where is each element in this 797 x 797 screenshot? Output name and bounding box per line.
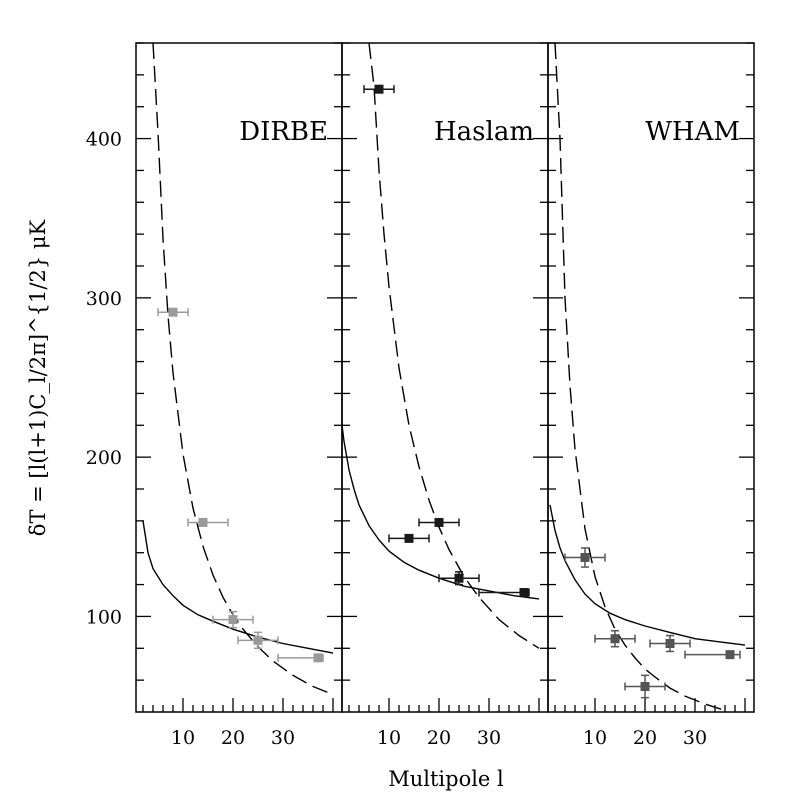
data-marker bbox=[580, 552, 590, 562]
data-marker bbox=[610, 634, 620, 644]
data-point bbox=[388, 533, 430, 543]
data-marker bbox=[725, 650, 735, 660]
panel-label: DIRBE bbox=[239, 117, 328, 147]
x-tick-label: 10 bbox=[583, 727, 607, 749]
data-marker bbox=[404, 533, 414, 543]
data-point bbox=[187, 517, 229, 527]
x-tick-label: 10 bbox=[171, 727, 195, 749]
data-point bbox=[212, 610, 254, 629]
data-point bbox=[624, 674, 666, 699]
y-tick-label: 100 bbox=[86, 606, 122, 628]
y-axis-title: δT = [l(l+1)C_l/2π]^{1/2} μK bbox=[26, 219, 50, 536]
data-marker bbox=[665, 639, 675, 649]
data-point bbox=[418, 517, 460, 527]
data-marker bbox=[198, 517, 208, 527]
dashed-curve bbox=[554, 43, 726, 712]
panel-dirbe: 10 20 30 DIRBE bbox=[135, 42, 343, 749]
data-point bbox=[684, 650, 741, 660]
panel-wham: 10 20 30 WHAM bbox=[547, 42, 755, 749]
data-marker bbox=[454, 573, 464, 583]
data-point bbox=[363, 84, 395, 94]
x-tick-label: 20 bbox=[221, 727, 245, 749]
data-marker bbox=[640, 682, 650, 692]
y-tick-label: 300 bbox=[86, 288, 122, 310]
data-point bbox=[237, 631, 279, 650]
dashed-curve bbox=[368, 43, 540, 649]
x-tick-label: 30 bbox=[683, 727, 707, 749]
solid-curve bbox=[342, 419, 540, 600]
data-point bbox=[649, 634, 691, 653]
solid-curve bbox=[549, 504, 746, 646]
data-marker bbox=[228, 615, 238, 625]
x-axis-title: Multipole l bbox=[388, 767, 504, 791]
dashed-curve bbox=[152, 43, 334, 696]
x-tick-label: 10 bbox=[377, 727, 401, 749]
data-point bbox=[277, 653, 324, 663]
panel-haslam: 10 20 30 Haslam bbox=[341, 42, 549, 749]
solid-curve bbox=[142, 520, 334, 654]
panel-label: Haslam bbox=[434, 117, 534, 147]
panel-frame bbox=[547, 42, 755, 713]
data-marker bbox=[253, 635, 263, 645]
data-point bbox=[478, 588, 530, 598]
data-point bbox=[438, 571, 480, 586]
data-point bbox=[564, 547, 606, 568]
x-tick-label: 30 bbox=[271, 727, 295, 749]
x-tick-label: 20 bbox=[633, 727, 657, 749]
data-marker bbox=[434, 517, 444, 527]
data-marker bbox=[374, 84, 384, 94]
data-marker bbox=[313, 653, 323, 663]
data-point bbox=[157, 307, 189, 317]
data-marker bbox=[519, 588, 529, 598]
panels-layer: 10 20 30 DIRBE 10 20 30 Haslam 10 20 30 WHAM 100 200 3… bbox=[86, 42, 755, 749]
panel-label: WHAM bbox=[645, 117, 740, 147]
x-tick-label: 20 bbox=[427, 727, 451, 749]
y-tick-label: 400 bbox=[86, 129, 122, 151]
data-marker bbox=[168, 307, 178, 317]
data-point bbox=[594, 630, 636, 648]
y-tick-label: 200 bbox=[86, 447, 122, 469]
x-tick-label: 30 bbox=[477, 727, 501, 749]
